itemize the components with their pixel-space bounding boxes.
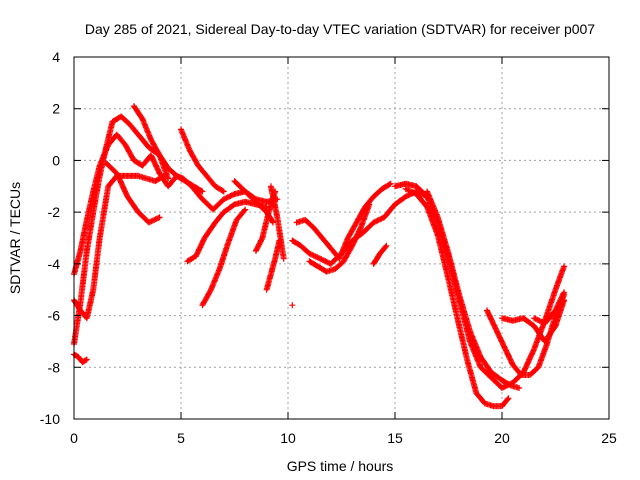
x-tick-label: 15 bbox=[387, 430, 403, 446]
point-markers bbox=[263, 237, 283, 293]
point-markers bbox=[199, 206, 249, 309]
series-track-13 bbox=[267, 183, 287, 262]
series-track-20 bbox=[402, 185, 512, 410]
data-points bbox=[71, 103, 568, 410]
y-tick-label: 2 bbox=[52, 101, 60, 117]
point-markers bbox=[306, 201, 373, 275]
y-tick-label: 0 bbox=[52, 152, 60, 168]
x-tick-label: 20 bbox=[494, 430, 510, 446]
series-track-18 bbox=[370, 242, 390, 267]
point-markers bbox=[531, 289, 568, 327]
y-tick-label: -2 bbox=[48, 204, 61, 220]
series-track-21 bbox=[424, 188, 523, 391]
point-markers bbox=[402, 185, 512, 410]
x-tick-labels: 0 5 10 15 20 25 bbox=[70, 430, 617, 446]
point-markers bbox=[267, 183, 287, 262]
axis-ticks bbox=[73, 56, 610, 420]
x-axis-label: GPS time / hours bbox=[287, 458, 394, 474]
plot-frame bbox=[73, 56, 610, 420]
series-track-24 bbox=[531, 289, 568, 327]
series-track-9 bbox=[199, 206, 249, 309]
y-tick-label: -6 bbox=[48, 308, 61, 324]
x-tick-label: 10 bbox=[280, 430, 296, 446]
series-track-5 bbox=[103, 160, 163, 226]
series-track-6 bbox=[130, 103, 172, 182]
y-axis-label: SDTVAR / TECUs bbox=[7, 182, 23, 294]
point-markers bbox=[370, 242, 390, 267]
point-markers bbox=[130, 103, 172, 182]
y-tick-label: -8 bbox=[48, 359, 61, 375]
point-markers bbox=[178, 126, 227, 195]
series-track-14 bbox=[289, 302, 296, 309]
point-markers bbox=[103, 160, 163, 226]
point-markers bbox=[289, 302, 296, 309]
point-markers bbox=[424, 188, 523, 391]
grid-lines bbox=[74, 57, 609, 419]
chart-title: Day 285 of 2021, Sidereal Day-to-day VTE… bbox=[85, 21, 595, 37]
x-tick-label: 0 bbox=[70, 430, 78, 446]
y-tick-label: -10 bbox=[40, 411, 60, 427]
series-track-23 bbox=[499, 297, 568, 345]
series-track-17 bbox=[306, 201, 373, 275]
series-track-12 bbox=[263, 237, 283, 293]
series-track-7 bbox=[178, 126, 227, 195]
x-tick-label: 5 bbox=[177, 430, 185, 446]
point-markers bbox=[499, 297, 568, 345]
x-tick-label: 25 bbox=[601, 430, 617, 446]
point-markers bbox=[71, 113, 206, 347]
y-tick-label: -4 bbox=[48, 256, 61, 272]
y-tick-label: 4 bbox=[52, 49, 60, 65]
y-tick-labels: -10 -8 -6 -4 -2 0 2 4 bbox=[40, 49, 60, 427]
series-track-2 bbox=[71, 113, 206, 347]
